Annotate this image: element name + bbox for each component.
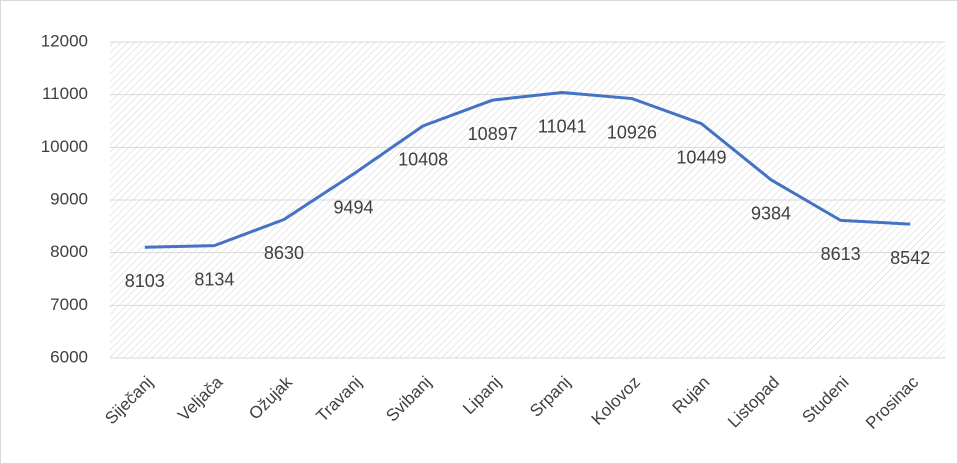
data-label: 8542	[890, 248, 930, 268]
data-label: 10926	[607, 122, 657, 142]
y-tick-label: 12000	[41, 31, 88, 50]
data-label: 8613	[821, 244, 861, 264]
y-tick-label: 6000	[50, 347, 88, 366]
line-series	[144, 91, 911, 249]
data-label: 9384	[751, 204, 791, 224]
data-label: 10449	[676, 147, 726, 167]
y-tick-label: 11000	[42, 84, 88, 103]
data-label: 9494	[334, 198, 374, 218]
data-label: 8103	[125, 271, 165, 291]
y-tick-label: 8000	[50, 242, 88, 261]
y-tick-label: 7000	[50, 295, 88, 314]
data-label: 11041	[538, 116, 587, 136]
y-tick-label: 9000	[50, 189, 88, 208]
data-label: 8630	[264, 243, 304, 263]
y-tick-label: 10000	[41, 137, 88, 156]
data-label: 10408	[398, 150, 448, 170]
data-label: 10897	[468, 124, 518, 144]
data-label: 8134	[194, 269, 234, 289]
